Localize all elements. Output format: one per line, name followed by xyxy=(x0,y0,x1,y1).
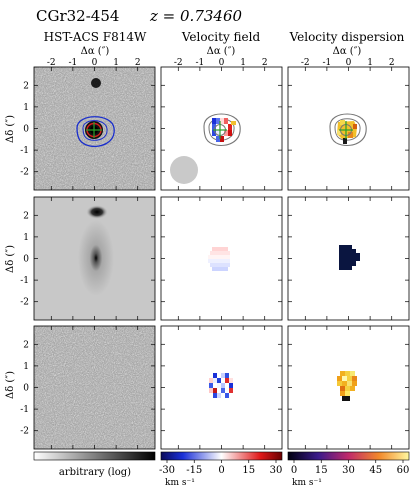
x-tick-label: 2 xyxy=(389,58,395,68)
x-tick-label: -2 xyxy=(301,58,310,68)
panel-velocity-observed xyxy=(160,66,283,191)
x-tick-label: 1 xyxy=(113,58,119,68)
colorbar-tick-label: 30 xyxy=(342,465,355,476)
y-tick-label: 0 xyxy=(23,125,29,135)
x-tick-label: 1 xyxy=(240,58,246,68)
panel-hst-image xyxy=(33,66,156,191)
x-tick-label: -1 xyxy=(69,58,78,68)
y-tick-label: 0 xyxy=(23,384,29,394)
xlabel-dispersion: Δα (″) xyxy=(333,46,362,57)
xlabel-velocity: Δα (″) xyxy=(207,46,236,57)
y-tick-label: 0 xyxy=(23,255,29,265)
x-tick-label: 0 xyxy=(346,58,352,68)
colorbar-tick-label: 30 xyxy=(270,465,283,476)
x-tick-label: 0 xyxy=(92,58,98,68)
ylabel-row-2: Δδ (″) xyxy=(5,245,16,273)
xlabel-hst: Δα (″) xyxy=(81,46,110,57)
redshift: z = 0.73460 xyxy=(149,7,242,25)
panel-dispersion-residual xyxy=(287,325,410,450)
panel-model-image xyxy=(33,196,156,321)
y-tick-label: 1 xyxy=(23,233,29,243)
y-tick-label: 2 xyxy=(23,211,29,221)
panel-dispersion-model xyxy=(287,196,410,321)
y-tick-label: 2 xyxy=(23,81,29,91)
y-tick-label: -1 xyxy=(20,146,29,156)
x-tick-label: 0 xyxy=(219,58,225,68)
y-tick-label: 1 xyxy=(23,103,29,113)
psf-disk xyxy=(170,156,198,184)
panel-velocity-residual xyxy=(160,325,283,450)
panel-velocity-model xyxy=(160,196,283,321)
colorbar-dispersion-label: km s⁻¹ xyxy=(292,478,322,488)
ylabel-row-3: Δδ (″) xyxy=(5,371,16,399)
contour-blue xyxy=(76,116,115,148)
colorbar-image-label: arbitrary (log) xyxy=(59,467,131,478)
panel-dispersion-observed xyxy=(287,66,410,191)
colorbar-tick-label: -30 xyxy=(159,465,175,476)
colorbar-tick-label: 0 xyxy=(291,465,297,476)
ylabel-row-1: Δδ (″) xyxy=(5,115,16,143)
tick-marks xyxy=(34,67,409,449)
colorbar-velocity-label: km s⁻¹ xyxy=(165,478,195,488)
x-tick-label: -2 xyxy=(174,58,183,68)
colorbar-tick-label: 45 xyxy=(369,465,382,476)
y-tick-label: -1 xyxy=(20,276,29,286)
y-tick-label: -2 xyxy=(20,168,29,178)
object-name: CGr32-454 xyxy=(36,7,119,25)
colorbar-dispersion: 0 15 30 45 60 km s⁻¹ xyxy=(287,451,410,488)
x-tick-label: -2 xyxy=(47,58,56,68)
colorbar-tick-label: 15 xyxy=(315,465,328,476)
colorbar-tick-label: -15 xyxy=(186,465,202,476)
column-title-velocity: Velocity field xyxy=(181,30,261,44)
x-tick-label: 2 xyxy=(135,58,141,68)
column-title-hst: HST-ACS F814W xyxy=(44,30,147,44)
colorbar-velocity: -30 -15 0 15 30 km s⁻¹ xyxy=(159,451,283,488)
y-tick-label: -2 xyxy=(20,427,29,437)
colorbar-tick-label: 15 xyxy=(242,465,255,476)
colorbar-tick-label: 60 xyxy=(397,465,410,476)
x-tick-label: -1 xyxy=(196,58,205,68)
colorbar-tick-label: 0 xyxy=(218,465,224,476)
y-tick-label: -1 xyxy=(20,405,29,415)
y-tick-label: 1 xyxy=(23,362,29,372)
y-tick-label: -2 xyxy=(20,298,29,308)
y-tick-label: 2 xyxy=(23,340,29,350)
x-tick-label: -1 xyxy=(323,58,332,68)
colorbar-image: arbitrary (log) xyxy=(33,451,156,478)
x-tick-label: 1 xyxy=(367,58,373,68)
column-title-dispersion: Velocity dispersion xyxy=(289,30,405,44)
x-tick-labels: 2 2 2 1 1 1 0 0 0 -1 -1 -1 -2 -2 -2 xyxy=(47,58,395,68)
x-tick-label: 2 xyxy=(262,58,268,68)
y-tick-labels: 2 2 2 1 1 1 0 0 0 -1 -1 -1 -2 -2 -2 xyxy=(20,81,29,436)
panel-image-residual xyxy=(33,325,156,450)
